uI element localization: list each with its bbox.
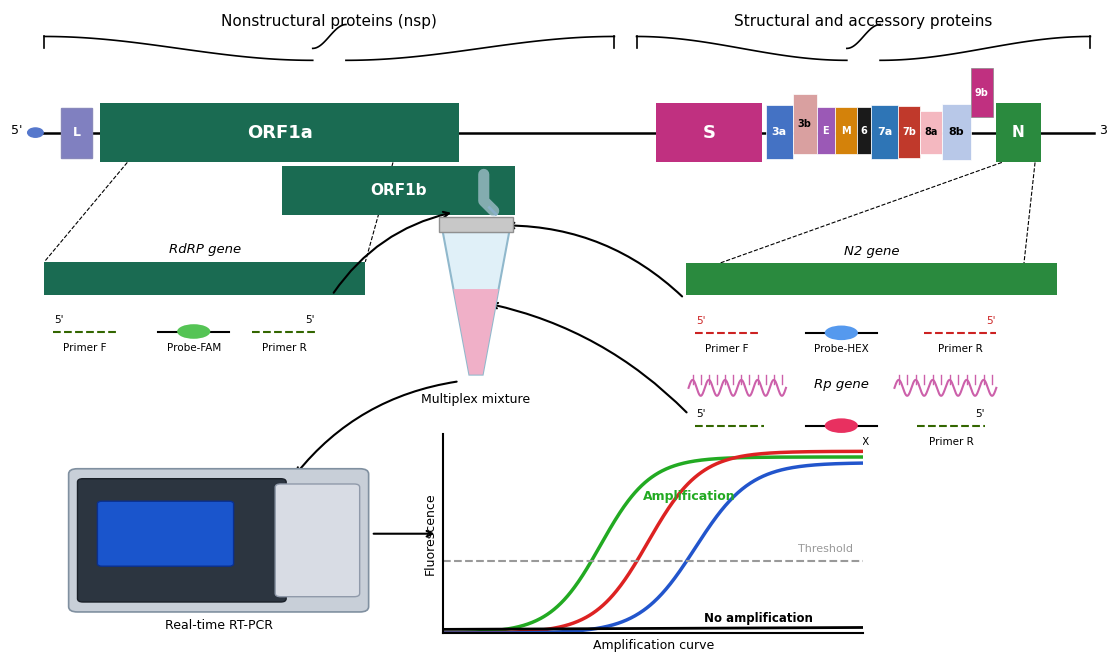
Text: 3': 3' <box>1099 124 1107 137</box>
Text: Threshold: Threshold <box>798 544 853 554</box>
Text: Probe-HEX: Probe-HEX <box>814 344 869 355</box>
Text: Rp gene: Rp gene <box>814 378 869 391</box>
Bar <box>971 68 993 117</box>
Ellipse shape <box>177 324 210 339</box>
Text: Multiplex mixture: Multiplex mixture <box>422 393 530 406</box>
Text: RdRP gene: RdRP gene <box>168 243 241 257</box>
Text: Primer F: Primer F <box>63 343 106 353</box>
Text: N2 gene: N2 gene <box>844 245 900 258</box>
Text: Primer R: Primer R <box>261 343 307 353</box>
Text: 9b: 9b <box>975 88 989 98</box>
Text: Real-time RT-PCR: Real-time RT-PCR <box>165 619 272 632</box>
Text: Primer R: Primer R <box>929 437 973 448</box>
Bar <box>100 103 459 162</box>
Text: 3b: 3b <box>798 119 811 129</box>
Bar <box>656 103 762 162</box>
Bar <box>857 107 871 154</box>
Polygon shape <box>454 289 498 375</box>
Bar <box>996 103 1041 162</box>
Text: Probe-ROX: Probe-ROX <box>814 437 869 448</box>
Bar <box>871 105 898 159</box>
Text: M: M <box>841 125 850 136</box>
Text: 5': 5' <box>696 408 705 419</box>
Text: 5': 5' <box>696 316 705 326</box>
Bar <box>835 107 857 154</box>
X-axis label: Amplification curve: Amplification curve <box>592 638 714 652</box>
Text: 8a: 8a <box>924 127 938 137</box>
Text: ORF1a: ORF1a <box>247 123 312 142</box>
Text: 7a: 7a <box>877 127 892 137</box>
Text: Primer R: Primer R <box>938 344 983 355</box>
Bar <box>793 94 817 154</box>
Text: No amplification: No amplification <box>704 611 813 625</box>
Text: Structural and accessory proteins: Structural and accessory proteins <box>734 13 993 29</box>
Bar <box>282 166 515 215</box>
Text: Nonstructural proteins (nsp): Nonstructural proteins (nsp) <box>221 13 437 29</box>
Text: ORF1b: ORF1b <box>370 183 427 198</box>
FancyBboxPatch shape <box>69 469 369 612</box>
Bar <box>439 217 513 232</box>
Text: 5': 5' <box>986 316 995 326</box>
Text: Amplification: Amplification <box>642 490 735 503</box>
FancyBboxPatch shape <box>276 484 360 597</box>
Text: 3a: 3a <box>772 127 787 137</box>
Ellipse shape <box>825 326 858 340</box>
Text: 5': 5' <box>975 408 984 419</box>
Y-axis label: Fluorescence: Fluorescence <box>424 493 437 575</box>
FancyBboxPatch shape <box>97 501 234 566</box>
Polygon shape <box>443 232 509 375</box>
Text: L: L <box>72 127 81 139</box>
Text: 5': 5' <box>11 124 22 137</box>
Bar <box>920 111 942 154</box>
Bar <box>942 104 971 160</box>
Text: Primer F: Primer F <box>707 437 752 448</box>
Circle shape <box>28 128 43 137</box>
FancyBboxPatch shape <box>77 479 286 602</box>
Bar <box>44 262 365 295</box>
Text: S: S <box>703 123 715 142</box>
Text: 7b: 7b <box>902 127 915 137</box>
Text: N: N <box>1012 125 1025 140</box>
Bar <box>766 105 793 159</box>
Text: E: E <box>823 125 829 136</box>
Text: Probe-FAM: Probe-FAM <box>166 343 221 353</box>
Bar <box>61 108 92 158</box>
Text: 5': 5' <box>306 314 314 325</box>
Ellipse shape <box>825 418 858 433</box>
Text: 6: 6 <box>860 125 868 136</box>
Text: 5': 5' <box>54 314 63 325</box>
Bar <box>686 263 1057 295</box>
Text: 8b: 8b <box>949 127 964 137</box>
Bar <box>817 107 835 154</box>
Text: Primer F: Primer F <box>705 344 748 355</box>
Bar <box>898 106 920 158</box>
